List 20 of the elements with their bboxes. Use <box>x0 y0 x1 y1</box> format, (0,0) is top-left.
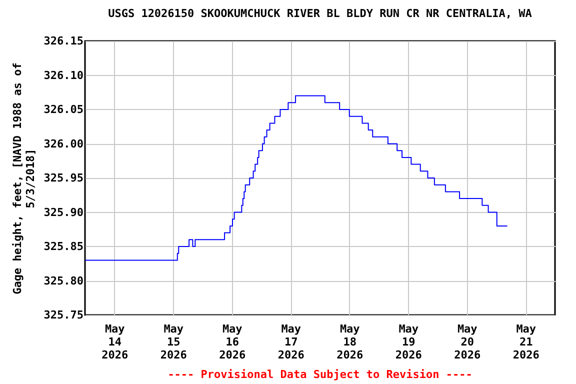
x-tick-label: May 20 2026 <box>454 322 481 362</box>
y-tick-label: 326.00 <box>44 137 84 150</box>
x-tick-label: May 21 2026 <box>512 322 540 362</box>
x-tick-label: May 16 2026 <box>219 322 246 362</box>
y-tick-label: 325.75 <box>44 308 84 322</box>
y-tick-label: 326.15 <box>44 34 84 48</box>
y-tick-label: 325.85 <box>44 240 84 253</box>
x-tick-label: May 14 2026 <box>102 322 128 362</box>
y-tick-label: 326.05 <box>44 103 84 116</box>
x-tick-label: May 19 2026 <box>395 322 422 362</box>
x-tick-label: May 18 2026 <box>336 322 364 362</box>
y-axis-title: Gage height, feet, [NAVD 1988 as of 5/3/2018] <box>10 62 37 294</box>
chart-title: USGS 12026150 SKOOKUMCHUCK RIVER BL BLDY RUN CR NR CENTRALIA, WA <box>108 7 532 20</box>
x-tick-label: May 17 2026 <box>278 322 305 362</box>
y-tick-label: 326.10 <box>44 68 84 82</box>
x-tick-label: May 15 2026 <box>160 322 188 362</box>
y-tick-label: 325.80 <box>44 274 84 288</box>
y-tick-label: 325.95 <box>44 172 84 184</box>
text: ---- Provisional Data Subject to Revision ---- <box>168 368 472 381</box>
y-tick-label: 325.90 <box>44 206 84 219</box>
